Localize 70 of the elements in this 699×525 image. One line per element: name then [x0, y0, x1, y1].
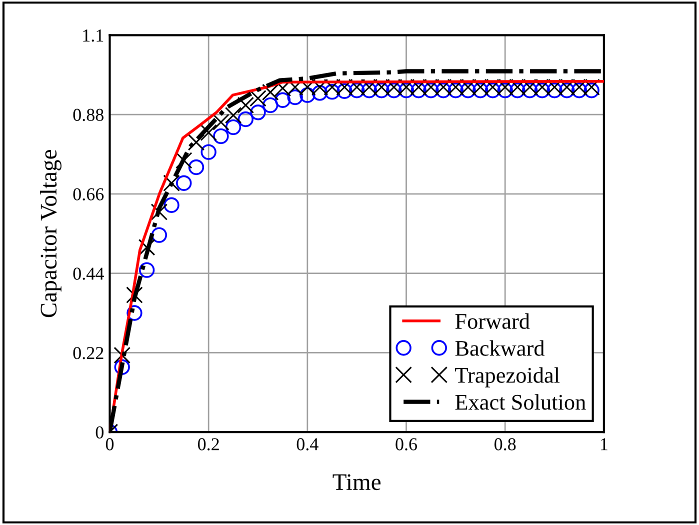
point — [522, 82, 538, 98]
point — [435, 82, 452, 98]
point — [287, 89, 303, 106]
legend-label: Trapezoidal — [455, 367, 560, 388]
point — [274, 92, 291, 108]
legend-label: Exact Solution — [455, 394, 586, 410]
point — [510, 82, 526, 98]
y-axis-title: Capacitor Voltage — [40, 150, 62, 318]
point — [151, 227, 168, 243]
point — [460, 82, 476, 98]
y-tick-label: 0 — [96, 426, 104, 439]
x-tick-label: 0.8 — [494, 438, 516, 450]
point — [213, 128, 229, 144]
point — [150, 204, 168, 220]
point — [534, 82, 550, 98]
legend-label: Forward — [455, 313, 530, 329]
x-axis-title: Time — [332, 474, 381, 490]
point — [348, 82, 365, 98]
point — [200, 124, 217, 141]
point — [571, 82, 588, 98]
point — [423, 82, 439, 98]
point — [250, 104, 266, 120]
point — [472, 82, 488, 98]
point — [386, 82, 402, 98]
point — [448, 82, 464, 98]
point — [410, 82, 426, 98]
point — [484, 82, 501, 98]
point — [200, 144, 216, 160]
point — [238, 111, 254, 128]
point — [262, 84, 279, 101]
point — [225, 119, 242, 136]
point — [584, 82, 600, 98]
point — [300, 87, 316, 103]
point — [224, 106, 242, 124]
legend-label: Backward — [455, 340, 545, 356]
point — [114, 359, 130, 375]
point — [138, 262, 155, 278]
point — [559, 82, 575, 98]
point — [176, 175, 192, 191]
point — [336, 83, 352, 99]
point — [126, 286, 143, 304]
point — [250, 90, 266, 107]
point — [237, 96, 254, 114]
point — [361, 82, 378, 98]
point — [212, 114, 230, 131]
y-tick-label: 1.1 — [83, 30, 104, 42]
point — [324, 84, 340, 100]
point — [546, 82, 562, 98]
point — [262, 97, 278, 114]
point — [163, 174, 180, 192]
point — [188, 134, 205, 151]
point — [398, 82, 414, 98]
x-tick-label: 0.2 — [198, 438, 219, 450]
point — [138, 238, 156, 256]
point — [497, 82, 513, 98]
y-tick-label: 0.22 — [73, 346, 104, 360]
point — [126, 305, 142, 321]
x-tick-label: 0.6 — [396, 438, 418, 450]
y-tick-label: 0.66 — [73, 188, 104, 200]
point — [164, 197, 180, 213]
point — [374, 82, 390, 98]
y-tick-label: 0.44 — [73, 268, 104, 280]
point — [175, 152, 192, 169]
x-tick-label: 0 — [106, 438, 114, 450]
x-tick-label: 0.4 — [296, 438, 318, 450]
y-tick-label: 0.88 — [73, 108, 104, 122]
point — [114, 346, 130, 364]
point — [312, 85, 328, 101]
point — [188, 159, 204, 176]
x-tick-label: 1 — [601, 438, 608, 450]
